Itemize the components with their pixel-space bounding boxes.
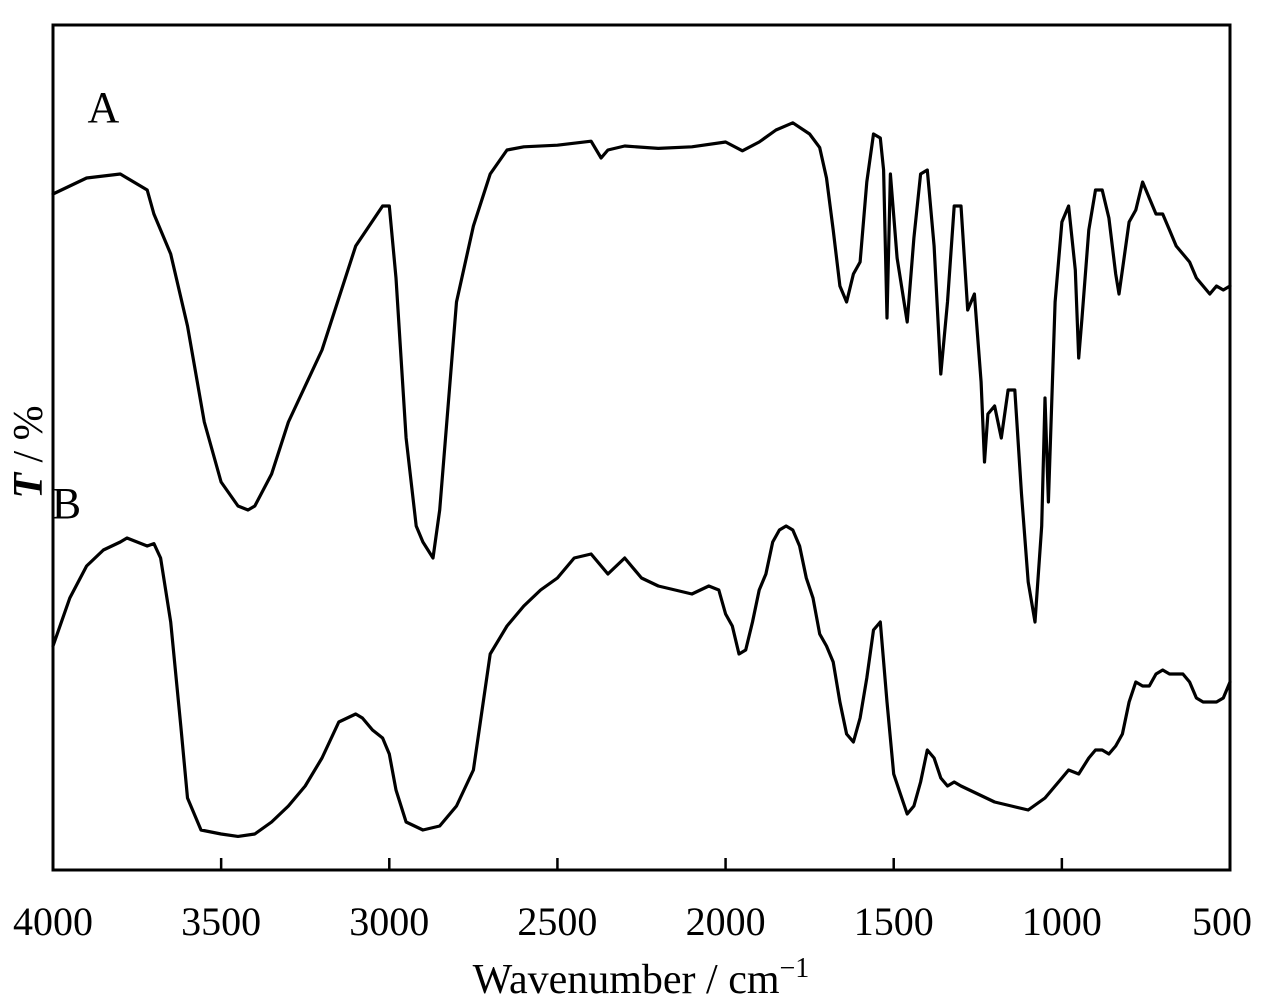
series-label-A: A (88, 83, 120, 132)
x-tick-label-3500: 3500 (181, 899, 261, 944)
x-tick-label-1500: 1500 (854, 899, 934, 944)
x-axis-label: Wavenumber / cm−1 (473, 953, 810, 1000)
x-tick-label-2000: 2000 (686, 899, 766, 944)
x-axis-label-superscript: −1 (780, 953, 810, 984)
x-tick-label-1000: 1000 (1022, 899, 1102, 944)
y-axis-label-symbol: T (6, 471, 52, 499)
x-tick-label-4000: 4000 (13, 899, 93, 944)
series-line-B (51, 524, 1232, 838)
x-tick-label-500: 500 (1192, 899, 1252, 944)
x-tick-label-2500: 2500 (517, 899, 597, 944)
y-axis-label: T / % (6, 405, 52, 498)
x-ticks: 4000 3500 3000 2500 2000 1500 1000 500 (13, 858, 1252, 944)
series-line-A (51, 121, 1232, 624)
series-layer: AB (51, 83, 1232, 838)
y-axis-label-unit: / % (6, 405, 52, 473)
plot-frame (51, 23, 1232, 872)
x-tick-label-3000: 3000 (349, 899, 429, 944)
series-label-B: B (52, 479, 81, 528)
